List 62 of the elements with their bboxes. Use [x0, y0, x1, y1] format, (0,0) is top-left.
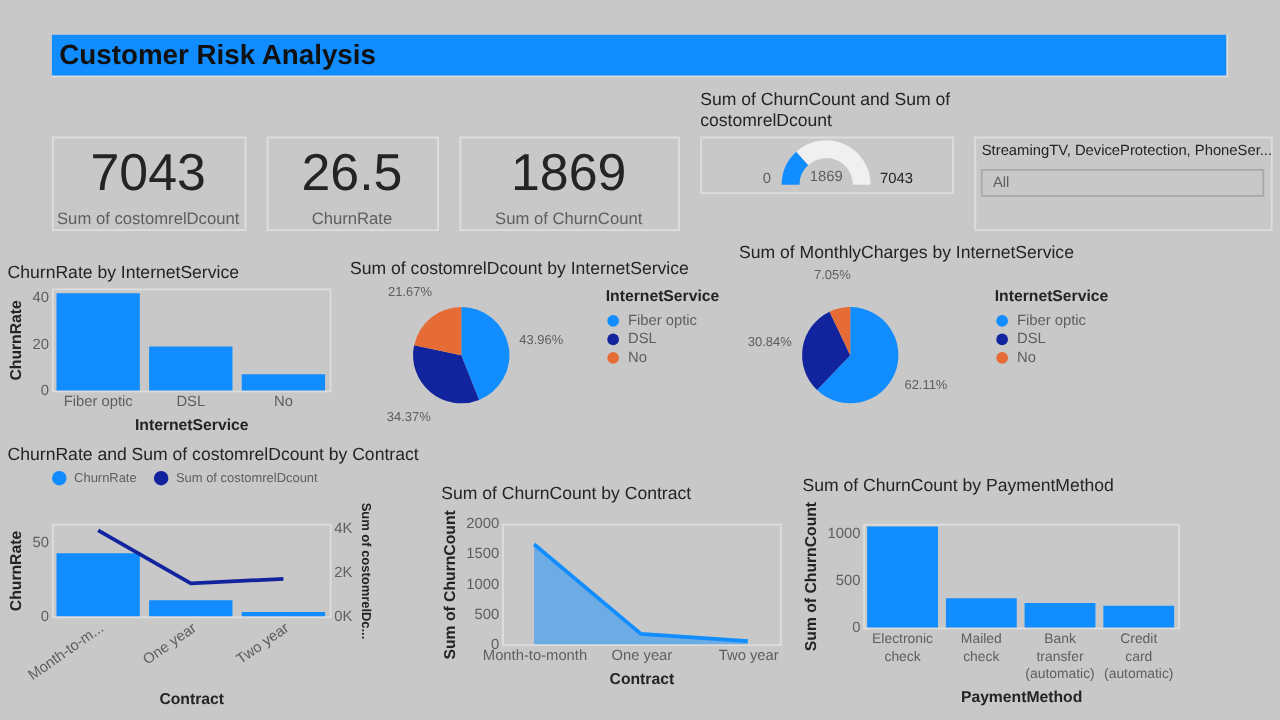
text: ChurnRate — [311, 207, 393, 228]
y-tick-label: 1000 — [466, 574, 500, 593]
chart-title: ChurnRate and Sum of costomrelDcount by Contract — [7, 443, 420, 464]
legend-label: No — [627, 347, 647, 366]
text: 26.5 — [301, 146, 403, 203]
x-tick-label: No — [273, 392, 293, 411]
bar — [1024, 602, 1096, 628]
bar — [1103, 605, 1175, 628]
legend-label: Fiber optic — [1016, 310, 1087, 329]
chart-title: Sum of costomrelDcount by InternetService — [350, 258, 690, 279]
bar — [945, 598, 1017, 628]
y2-tick-label: 2K — [334, 562, 353, 581]
pie-slice — [413, 345, 480, 404]
text: 0 — [762, 168, 772, 187]
text: Customer Risk Analysis — [59, 38, 377, 71]
chart-title: ChurnRate by InternetService — [7, 262, 240, 283]
text: Sum of ChurnCount — [495, 207, 644, 228]
y2-tick-label: 0K — [334, 607, 353, 625]
y2-tick-label: 4K — [334, 518, 353, 537]
text: 1869 — [809, 167, 843, 186]
y-tick-label: 0 — [490, 634, 500, 653]
y-tick-label: 0 — [852, 618, 861, 637]
text: 1869 — [511, 146, 627, 203]
chart-title: Sum of ChurnCount by Contract — [441, 482, 693, 503]
y-tick-label: 2000 — [466, 514, 500, 533]
bar — [149, 600, 233, 617]
text: 7043 — [880, 168, 914, 187]
y-tick-label: 20 — [32, 334, 50, 353]
y-tick-label: 50 — [32, 533, 50, 552]
pie-slice — [461, 307, 510, 400]
legend-label: DSL — [627, 329, 657, 348]
y-tick-label: 1500 — [466, 544, 500, 563]
chart-title: Sum of ChurnCount by PaymentMethod — [802, 474, 1115, 495]
bar — [241, 611, 326, 617]
x-tick-label: One year — [611, 645, 674, 664]
y-tick-label: 40 — [32, 288, 50, 307]
pie-slice — [817, 307, 899, 404]
legend-label: Fiber optic — [627, 310, 698, 329]
bar — [867, 526, 938, 628]
text: Sum of costomrelDcount — [57, 207, 241, 228]
y-tick-label: 500 — [835, 570, 861, 589]
pie-slice — [414, 307, 462, 356]
bar — [241, 374, 326, 391]
y-tick-label: 500 — [474, 604, 500, 623]
y-tick-label: 1000 — [827, 523, 861, 542]
y-tick-label: 0 — [40, 381, 50, 400]
bar — [56, 293, 140, 391]
bar — [149, 346, 233, 391]
legend-label: No — [1016, 347, 1036, 366]
bar — [56, 553, 140, 617]
pie-slice — [802, 311, 851, 391]
text: 7043 — [90, 146, 206, 203]
y-tick-label: 0 — [40, 607, 50, 625]
text: All — [992, 172, 1011, 191]
chart-title: Sum of ChurnCount and Sum of costomrelDcount — [700, 89, 952, 131]
x-tick-label: DSL — [176, 392, 206, 411]
text: StreamingTV, DeviceProtection, PhoneSer... — [981, 141, 1273, 160]
pie-slice — [829, 307, 851, 356]
chart-title: Sum of MonthlyCharges by InternetService — [739, 242, 1075, 263]
x-tick-label: Two year — [718, 645, 780, 664]
legend-label: DSL — [1016, 329, 1046, 348]
x-tick-label: Fiber optic — [63, 392, 134, 411]
